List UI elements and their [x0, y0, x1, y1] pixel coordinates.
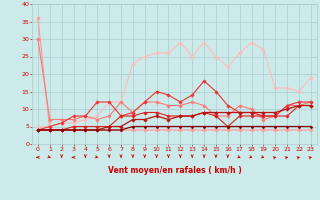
X-axis label: Vent moyen/en rafales ( km/h ): Vent moyen/en rafales ( km/h )	[108, 166, 241, 175]
